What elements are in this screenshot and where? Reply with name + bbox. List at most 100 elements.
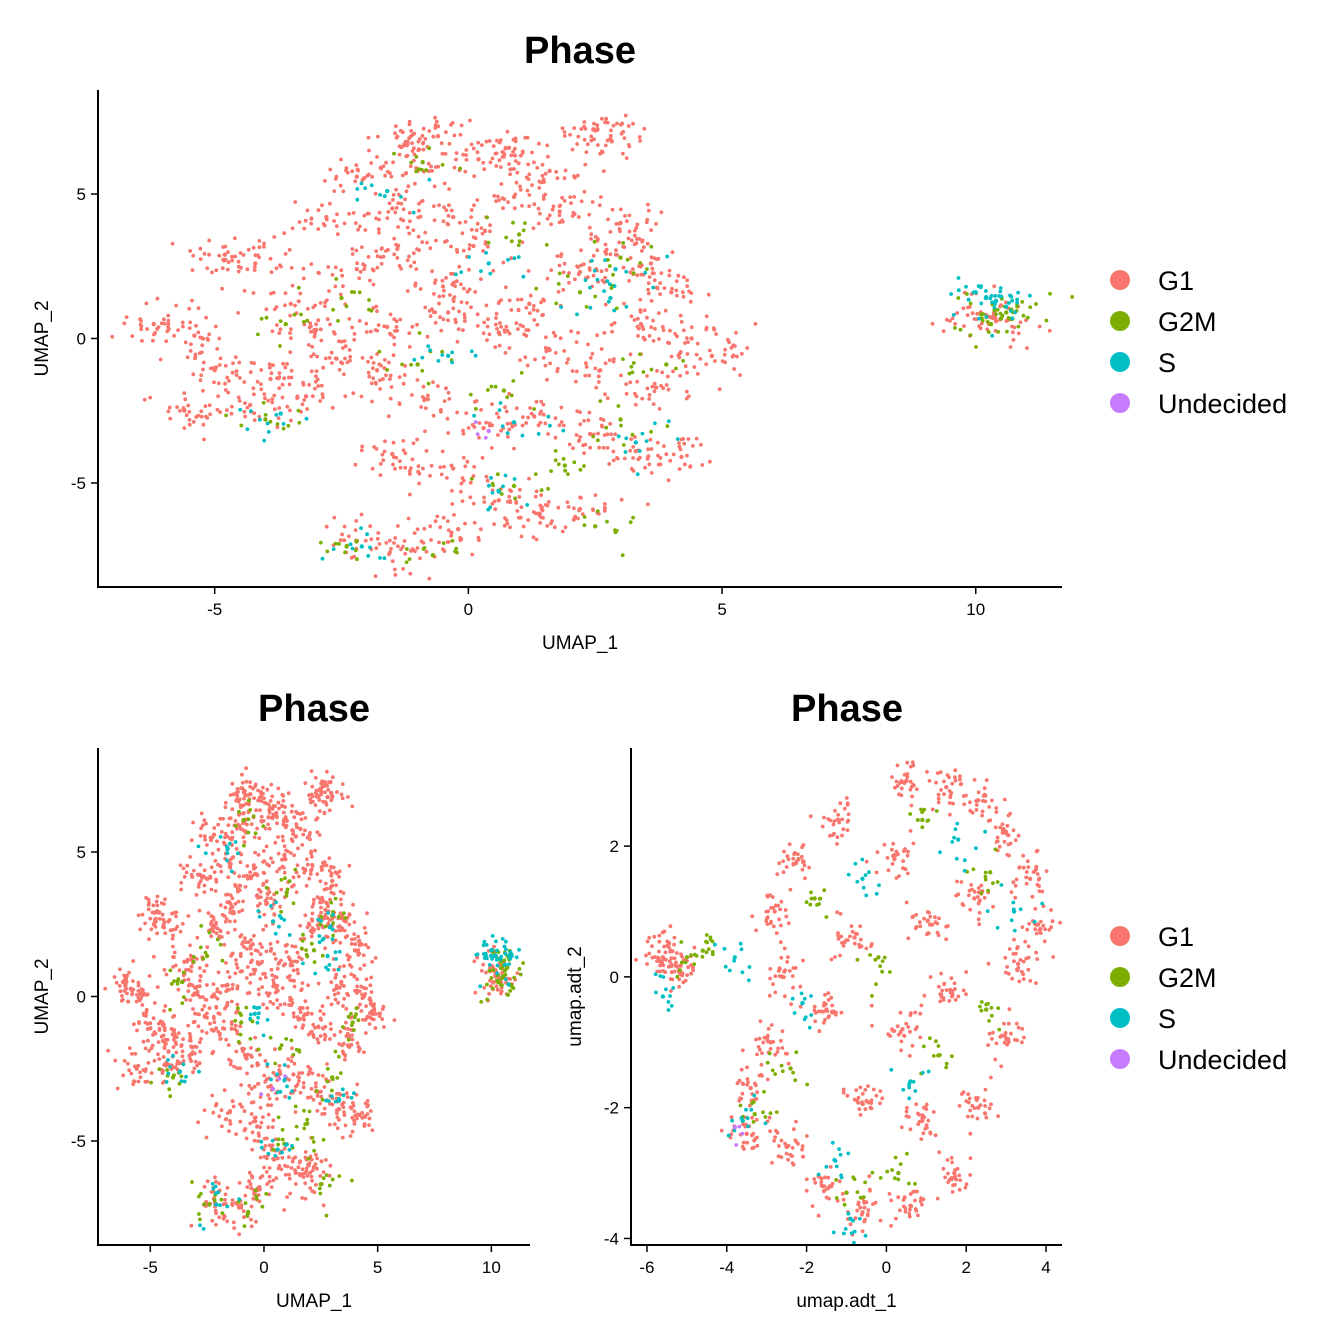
- cell-point: [325, 1079, 330, 1084]
- cell-point: [533, 472, 538, 476]
- cell-point: [242, 843, 246, 848]
- cell-point: [278, 904, 282, 909]
- cell-point: [351, 211, 356, 215]
- data-point: [415, 362, 420, 367]
- cell-point: [332, 515, 337, 520]
- cell-point: [1025, 346, 1029, 350]
- cell-point: [204, 963, 209, 968]
- cell-point: [234, 1049, 239, 1054]
- data-point: [252, 1011, 258, 1016]
- cell-point: [308, 929, 313, 933]
- cell-point: [287, 1172, 291, 1177]
- cell-point: [473, 420, 478, 424]
- cell-point: [1033, 868, 1037, 873]
- cell-point: [1021, 313, 1026, 318]
- cell-point: [455, 250, 460, 254]
- cell-point: [412, 357, 417, 362]
- cell-point: [250, 1064, 254, 1068]
- cell-point: [199, 1037, 203, 1041]
- cell-point: [368, 998, 373, 1003]
- cell-point: [289, 809, 294, 814]
- cell-point: [319, 383, 324, 388]
- cell-point: [210, 851, 215, 856]
- cell-point: [257, 962, 261, 967]
- cell-point: [908, 1207, 912, 1212]
- cell-point: [320, 203, 324, 208]
- cell-point: [490, 502, 495, 506]
- cell-point: [283, 1172, 288, 1177]
- cell-point: [410, 393, 414, 397]
- cell-point: [295, 950, 300, 955]
- cell-point: [228, 1108, 233, 1113]
- cell-point: [783, 1141, 787, 1146]
- cell-point: [299, 957, 304, 961]
- cell-point: [188, 855, 193, 859]
- cell-point: [195, 1063, 200, 1068]
- cell-point: [516, 243, 521, 248]
- cell-point: [198, 966, 202, 970]
- cell-point: [338, 889, 343, 894]
- cell-point: [274, 900, 278, 905]
- cell-point: [228, 1122, 233, 1126]
- cell-point: [604, 247, 609, 252]
- cell-point: [314, 1081, 318, 1086]
- cell-point: [599, 269, 604, 274]
- cell-point: [624, 269, 629, 274]
- cell-point: [215, 347, 220, 351]
- cell-point: [464, 157, 469, 162]
- cell-point: [202, 1184, 207, 1189]
- cell-point: [785, 854, 790, 859]
- cell-point: [355, 1041, 360, 1045]
- cell-point: [296, 408, 301, 413]
- cell-point: [311, 794, 315, 799]
- cell-point: [145, 1079, 150, 1084]
- cell-point: [970, 311, 975, 316]
- cell-point: [1014, 877, 1019, 882]
- cell-point: [315, 1166, 319, 1171]
- cell-point: [333, 997, 338, 1002]
- cell-point: [609, 139, 614, 144]
- cell-point: [201, 874, 206, 879]
- cell-point: [608, 252, 613, 257]
- cell-point: [229, 869, 234, 874]
- cell-point: [433, 126, 438, 130]
- cell-point: [565, 274, 570, 278]
- cell-point: [124, 315, 129, 319]
- cell-point: [646, 454, 651, 459]
- cell-point: [638, 264, 643, 269]
- cell-point: [769, 1023, 774, 1027]
- cell-point: [629, 364, 634, 369]
- cell-point: [366, 135, 371, 140]
- cell-point: [240, 1049, 245, 1054]
- cell-point: [388, 396, 393, 401]
- cell-point: [982, 786, 987, 791]
- cell-point: [838, 801, 843, 806]
- cell-point: [321, 365, 326, 370]
- cell-point: [446, 390, 451, 395]
- cell-point: [930, 321, 935, 326]
- cell-point: [396, 544, 400, 549]
- cell-point: [472, 203, 476, 208]
- cell-point: [227, 836, 232, 841]
- cell-point: [612, 321, 617, 325]
- cell-point: [161, 1055, 166, 1059]
- cell-point: [343, 394, 348, 399]
- cell-point: [320, 781, 325, 785]
- cell-point: [535, 322, 540, 327]
- cell-point: [350, 804, 355, 809]
- cell-point: [318, 1016, 323, 1021]
- cell-point: [448, 293, 452, 297]
- cell-point: [543, 363, 548, 368]
- data-point: [1015, 961, 1021, 966]
- cell-point: [541, 297, 545, 302]
- cell-point: [279, 1043, 284, 1048]
- cell-point: [198, 945, 203, 950]
- cell-point: [575, 142, 580, 146]
- cell-point: [787, 842, 792, 847]
- cell-point: [187, 1053, 192, 1058]
- cell-point: [144, 301, 149, 306]
- cell-point: [226, 892, 230, 897]
- cell-point: [271, 363, 275, 368]
- cell-point: [489, 446, 494, 450]
- cell-point: [674, 279, 679, 283]
